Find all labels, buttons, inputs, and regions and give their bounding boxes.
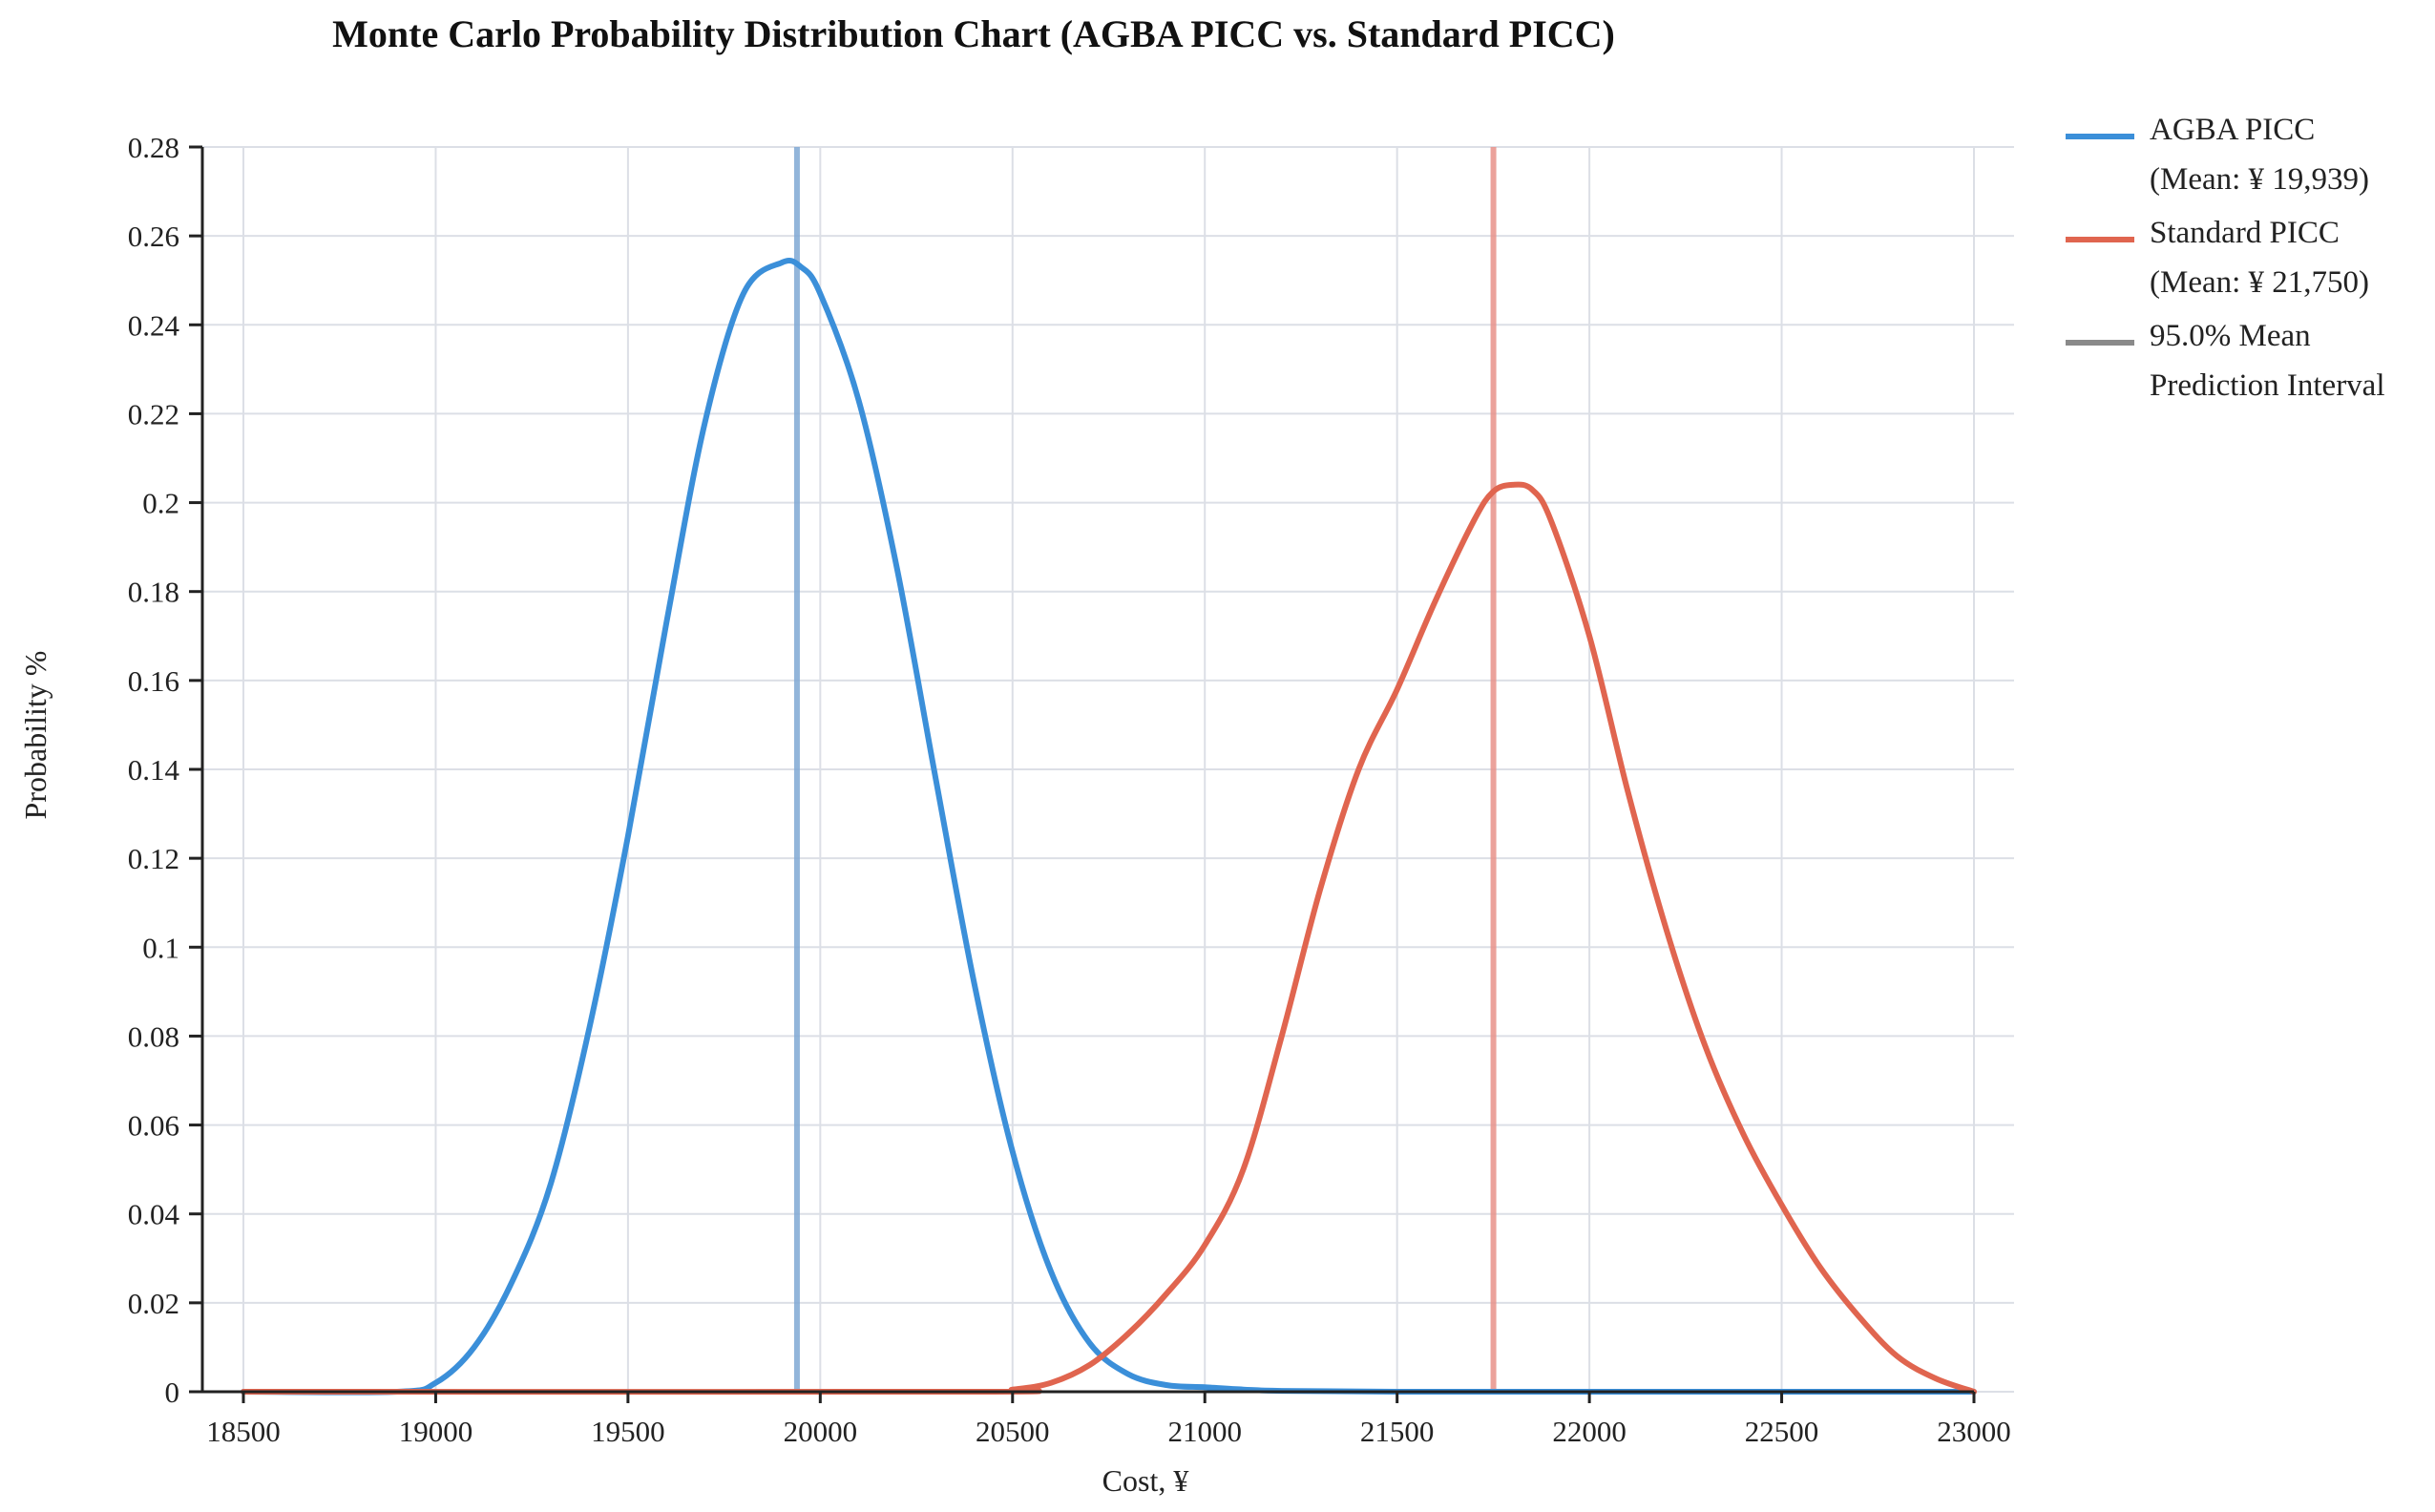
- y-tick-label: 0: [165, 1376, 180, 1409]
- y-tick-label: 0.06: [128, 1109, 179, 1143]
- y-tick-label: 0.18: [128, 576, 179, 609]
- x-axis-label: Cost, ¥: [1102, 1463, 1189, 1498]
- tick-layer: 18500 19000 19500 20000 20500 21000 21500 22000…: [128, 131, 2011, 1448]
- legend-swatch-agba: [2066, 134, 2134, 139]
- y-tick-label: 0.28: [128, 131, 179, 164]
- y-tick-label: 0.24: [128, 308, 180, 342]
- x-tick-label: 20000: [784, 1415, 858, 1448]
- series-layer: [241, 258, 1977, 1396]
- y-axis-label: Probability %: [18, 651, 52, 820]
- x-tick-label: 19500: [591, 1415, 665, 1448]
- legend-swatch-standard: [2066, 237, 2134, 242]
- x-tick-label: 19000: [399, 1415, 473, 1448]
- chart-title: Monte Carlo Probability Distribution Cha…: [332, 12, 1615, 55]
- prediction-interval-band-agba: [793, 147, 800, 1392]
- legend: AGBA PICC (Mean: ¥ 19,939) Standard PICC…: [2062, 105, 2434, 414]
- grid-layer: [202, 146, 2014, 1393]
- x-tick-label: 21000: [1167, 1415, 1242, 1448]
- y-tick-label: 0.26: [128, 220, 179, 253]
- prediction-interval-band-standard: [1490, 147, 1497, 1392]
- x-tick-label: 22000: [1552, 1415, 1627, 1448]
- agba-picc-curve: [241, 258, 1977, 1396]
- y-tick-label: 0.1: [142, 931, 179, 964]
- interval-layer: [793, 147, 1497, 1392]
- x-tick-label: 21500: [1360, 1415, 1435, 1448]
- y-tick-label: 0.08: [128, 1019, 179, 1053]
- legend-label-standard: Standard PICC: [2150, 216, 2340, 250]
- x-tick-label: 23000: [1937, 1415, 2011, 1448]
- legend-label-agba: AGBA PICC: [2150, 113, 2316, 147]
- axis-layer: [189, 145, 1976, 1403]
- legend-item-interval[interactable]: 95.0% Mean Prediction Interval: [2062, 311, 2434, 410]
- y-tick-label: 0.04: [128, 1198, 180, 1231]
- legend-swatch-interval: [2066, 340, 2134, 346]
- legend-item-agba[interactable]: AGBA PICC (Mean: ¥ 19,939): [2062, 105, 2434, 204]
- legend-label-interval-line1: 95.0% Mean: [2150, 319, 2311, 353]
- x-tick-label: 20500: [976, 1415, 1050, 1448]
- legend-mean-standard: (Mean: ¥ 21,750): [2150, 265, 2370, 300]
- legend-label-interval-line2: Prediction Interval: [2150, 368, 2385, 403]
- y-tick-label: 0.12: [128, 842, 179, 875]
- legend-mean-agba: (Mean: ¥ 19,939): [2150, 162, 2370, 197]
- legend-item-standard[interactable]: Standard PICC (Mean: ¥ 21,750): [2062, 208, 2434, 307]
- y-tick-label: 0.2: [142, 487, 179, 520]
- standard-picc-curve: [241, 481, 1977, 1396]
- y-tick-label: 0.02: [128, 1287, 179, 1320]
- y-tick-label: 0.14: [128, 753, 180, 787]
- x-tick-label: 18500: [206, 1415, 281, 1448]
- x-tick-label: 22500: [1745, 1415, 1819, 1448]
- y-tick-label: 0.22: [128, 397, 179, 430]
- y-tick-label: 0.16: [128, 664, 179, 698]
